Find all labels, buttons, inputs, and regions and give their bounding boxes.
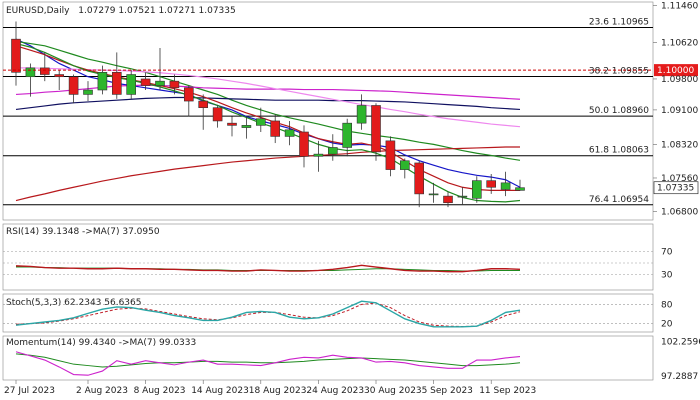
bullish-candle bbox=[83, 89, 93, 95]
bullish-candle bbox=[241, 125, 252, 128]
fib-level-label: 38.2 1.09855 bbox=[589, 67, 649, 77]
rsi-pane[interactable]: RSI(14) 39.1348 ->MA(7) 37.0950 70 30 bbox=[2, 223, 673, 291]
stochastic-k-line bbox=[15, 300, 521, 328]
date-label: 8 Aug 2023 bbox=[134, 386, 186, 396]
bullish-candle bbox=[155, 80, 165, 86]
price-tick-label: 1.08320 bbox=[661, 140, 698, 150]
candlesticks bbox=[11, 21, 525, 208]
date-label: 11 Sep 2023 bbox=[479, 386, 536, 396]
stochastic-pane-frame bbox=[2, 293, 654, 333]
symbol-label: EURUSD,Daily 1.07279 1.07521 1.07271 1.0… bbox=[6, 6, 236, 16]
bearish-candle bbox=[184, 87, 194, 102]
momentum-pane[interactable]: Momentum(14) 99.4340 ->MA(7) 99.0333 102… bbox=[2, 335, 700, 382]
bearish-candle bbox=[169, 80, 180, 89]
bearish-candle bbox=[371, 105, 381, 153]
bearish-candle bbox=[385, 140, 396, 170]
fib-level-label: 76.4 1.06954 bbox=[589, 195, 649, 205]
bullish-candle bbox=[471, 180, 482, 199]
pane-axis-label: 97.2887 bbox=[661, 372, 698, 382]
fib-level-label: 50.0 1.08960 bbox=[589, 106, 649, 116]
bearish-candle bbox=[270, 120, 281, 137]
pane-axis-label: 20 bbox=[661, 320, 673, 330]
bearish-candle bbox=[212, 107, 223, 122]
price-tick-label: 1.06800 bbox=[661, 208, 698, 218]
symbol-text: EURUSD,Daily bbox=[6, 6, 70, 16]
ohlc-text: 1.07279 1.07521 1.07271 1.07335 bbox=[78, 6, 235, 16]
price-marker-label: 1.10000 bbox=[657, 66, 694, 76]
date-label: 5 Sep 2023 bbox=[422, 386, 473, 396]
price-tick-label: 1.07560 bbox=[661, 174, 698, 184]
bullish-candle bbox=[327, 147, 338, 155]
date-label: 2 Aug 2023 bbox=[76, 386, 128, 396]
bearish-candle bbox=[11, 38, 21, 73]
bearish-candle bbox=[443, 195, 453, 204]
current-price-label: 1.07335 bbox=[657, 184, 694, 194]
bearish-candle bbox=[112, 72, 122, 95]
price-tick-label: 1.10620 bbox=[661, 39, 698, 49]
bearish-candle bbox=[54, 74, 65, 78]
bullish-candle bbox=[515, 187, 525, 191]
current-price-badge bbox=[653, 181, 699, 195]
fib-level-label: 23.6 1.10965 bbox=[589, 17, 649, 27]
rsi-label: RSI(14) 39.1348 ->MA(7) 37.0950 bbox=[6, 227, 160, 237]
stochastic-d-line bbox=[15, 302, 521, 327]
bullish-candle bbox=[284, 129, 295, 137]
fib-level-label: 61.8 1.08063 bbox=[589, 146, 649, 156]
bullish-candle bbox=[428, 193, 439, 196]
date-label: 14 Aug 2023 bbox=[191, 386, 249, 396]
bearish-candle bbox=[198, 100, 208, 108]
bullish-candle bbox=[126, 74, 136, 95]
bearish-candle bbox=[299, 131, 309, 157]
bullish-candle bbox=[399, 160, 410, 170]
price-pane-frame bbox=[2, 1, 654, 221]
moving-average-line bbox=[15, 40, 521, 161]
bullish-candle bbox=[500, 182, 511, 190]
rsi-pane-frame bbox=[2, 223, 654, 291]
date-label: 18 Aug 2023 bbox=[249, 386, 307, 396]
bearish-candle bbox=[39, 67, 50, 75]
price-pane[interactable]: 23.6 1.10965 38.2 1.09855 50.0 1.08960 61.8… bbox=[2, 1, 654, 221]
date-label: 30 Aug 2023 bbox=[364, 386, 422, 396]
pane-axis-label: 80 bbox=[661, 300, 673, 310]
momentum-pane-frame bbox=[2, 335, 654, 381]
moving-average-line bbox=[15, 96, 521, 111]
bearish-candle bbox=[486, 180, 497, 188]
price-tick-label: 1.09800 bbox=[661, 75, 698, 85]
rsi-line bbox=[15, 264, 521, 273]
date-axis: 27 Jul 2023 2 Aug 2023 8 Aug 2023 14 Aug 20… bbox=[4, 380, 536, 396]
pane-axis-label: 70 bbox=[661, 248, 673, 258]
bearish-candle bbox=[140, 78, 151, 86]
price-tick-label: 1.09100 bbox=[661, 106, 698, 116]
bullish-candle bbox=[342, 122, 353, 148]
pane-axis-label: 30 bbox=[661, 271, 673, 281]
moving-average-line bbox=[15, 146, 520, 202]
pane-axis-label: 102.2596 bbox=[661, 338, 700, 348]
momentum-line bbox=[15, 351, 521, 376]
stochastic-pane[interactable]: Stoch(5,3,3) 62.2343 56.6365 80 20 bbox=[2, 293, 673, 333]
bullish-candle bbox=[457, 195, 468, 198]
bullish-candle bbox=[255, 118, 266, 126]
bullish-candle bbox=[356, 105, 367, 124]
momentum-ma-line bbox=[15, 353, 521, 368]
fibonacci-levels: 23.6 1.10965 38.2 1.09855 50.0 1.08960 61.8… bbox=[3, 17, 653, 206]
stochastic-label: Stoch(5,3,3) 62.2343 56.6365 bbox=[6, 298, 141, 308]
bearish-candle bbox=[227, 122, 237, 126]
price-axis: 1.10000 1.07335 1.11460 1.10620 1.09800 1.0… bbox=[653, 2, 698, 218]
bearish-candle bbox=[68, 76, 79, 95]
bullish-candle bbox=[97, 72, 108, 91]
bullish-candle bbox=[25, 67, 36, 78]
momentum-label: Momentum(14) 99.4340 ->MA(7) 99.0333 bbox=[6, 338, 196, 348]
price-marker-badge bbox=[654, 64, 698, 77]
bullish-candle bbox=[313, 153, 324, 157]
price-tick-label: 1.11460 bbox=[661, 2, 698, 12]
date-label: 24 Aug 2023 bbox=[306, 386, 364, 396]
date-label: 27 Jul 2023 bbox=[4, 386, 55, 396]
bearish-candle bbox=[414, 162, 425, 195]
